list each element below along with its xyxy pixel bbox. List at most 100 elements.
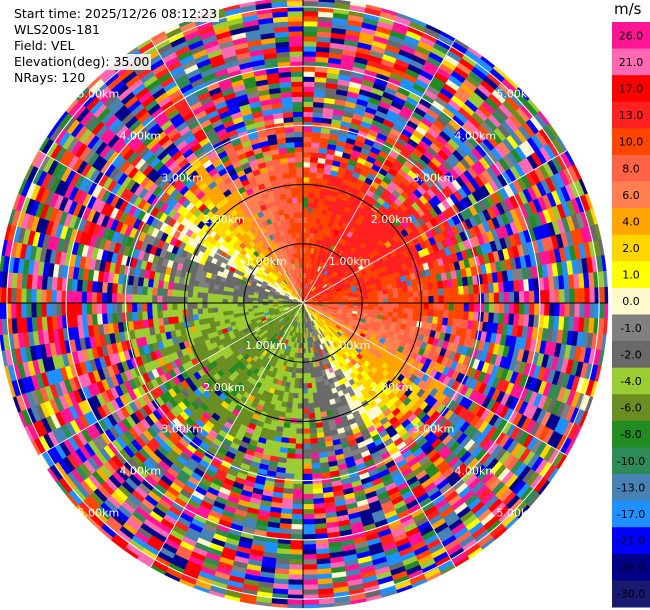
ppi-gate	[407, 308, 414, 315]
ppi-gate	[388, 302, 394, 308]
ppi-gate	[282, 488, 294, 495]
ppi-gate	[428, 302, 435, 311]
ppi-gate	[291, 503, 304, 510]
ppi-gate	[291, 402, 298, 409]
ppi-gate	[302, 549, 317, 555]
ppi-gate	[397, 287, 404, 294]
ppi-gate	[397, 307, 404, 314]
ppi-gate	[307, 207, 314, 214]
ppi-gate	[518, 302, 525, 315]
ppi-gate	[293, 483, 304, 490]
ppi-gate	[297, 398, 304, 404]
ppi-gate	[302, 463, 312, 470]
ppi-gate	[468, 302, 475, 313]
ppi-gate	[306, 372, 312, 379]
ppi-gate	[302, 443, 311, 450]
ppi-gate	[493, 302, 500, 314]
ppi-gate	[287, 589, 304, 596]
ppi-gate	[302, 121, 313, 128]
ppi-gate	[302, 237, 307, 243]
ppi-gate	[302, 146, 312, 153]
ppi-gate	[306, 367, 311, 374]
ppi-gate	[312, 488, 324, 495]
ppi-gate	[302, 589, 319, 596]
ppi-gate	[302, 468, 313, 475]
ppi-gate	[292, 498, 304, 505]
ppi-gate	[554, 302, 560, 317]
ppi-gate	[599, 286, 606, 304]
ppi-gate	[302, 518, 315, 525]
ppi-gate	[392, 287, 399, 294]
ppi-gate	[302, 202, 309, 208]
ppi-gate	[407, 313, 414, 321]
ppi-gate	[589, 287, 596, 304]
ppi-gate	[302, 368, 307, 374]
ppi-gate	[284, 412, 292, 419]
ppi-gate	[289, 554, 304, 560]
ppi-gate	[312, 121, 323, 128]
ppi-gate	[302, 544, 317, 550]
ppi-gate	[313, 402, 320, 409]
ppi-gate	[523, 290, 530, 304]
ppi-gate	[427, 309, 434, 317]
ppi-gate	[513, 302, 520, 315]
ppi-gate	[302, 136, 312, 143]
ppi-gate	[387, 293, 394, 299]
ppi-gate	[302, 35, 318, 42]
ppi-gate	[412, 308, 419, 316]
ppi-gate	[287, 442, 296, 449]
ppi-gate	[286, 452, 296, 460]
ppi-gate	[284, 472, 295, 480]
ppi-gate	[302, 569, 318, 576]
ppi-gate	[283, 478, 294, 485]
ppi-gate	[347, 297, 354, 301]
ppi-gate	[293, 387, 299, 394]
ppi-gate	[288, 564, 304, 571]
ppi-gate	[408, 302, 414, 310]
ppi-gate	[302, 448, 312, 455]
ppi-gate	[498, 292, 505, 304]
ppi-gate	[291, 508, 304, 515]
ppi-gate	[483, 293, 490, 304]
ppi-gate	[503, 302, 510, 315]
ppi-gate	[437, 309, 444, 318]
ppi-gate	[309, 422, 317, 429]
ppi-gate	[402, 291, 409, 298]
ppi-gate	[309, 437, 318, 444]
ppi-gate	[289, 544, 304, 550]
ppi-gate	[393, 297, 399, 304]
ppi-gate	[286, 599, 304, 606]
ppi-gate	[549, 302, 555, 317]
ppi-gate	[298, 373, 304, 379]
ppi-gate	[311, 126, 322, 134]
ppi-gate	[302, 111, 314, 118]
ppi-gate	[302, 51, 317, 57]
ppi-gate	[309, 172, 317, 179]
ppi-gate	[302, 86, 315, 93]
ppi-gate	[298, 383, 304, 389]
ppi-gate	[292, 392, 299, 399]
ppi-gate	[302, 433, 311, 440]
ppi-gate	[307, 397, 314, 404]
ppi-gate	[307, 387, 313, 394]
ppi-gate	[467, 311, 475, 322]
ppi-gate	[302, 212, 308, 218]
ppi-gate	[295, 438, 304, 445]
ppi-gate	[293, 478, 304, 485]
ppi-gate	[289, 427, 297, 434]
ppi-gate	[310, 151, 320, 159]
ppi-gate	[569, 288, 576, 304]
ppi-gate	[312, 116, 323, 123]
ppi-gate	[403, 302, 409, 309]
ppi-gate	[518, 291, 525, 304]
ppi-gate	[382, 293, 389, 299]
ppi-gate	[508, 291, 515, 304]
ppi-gate	[293, 468, 304, 475]
ppi-gate	[290, 529, 304, 535]
ppi-gate	[529, 290, 535, 304]
ppi-gate	[286, 447, 296, 455]
ppi-gate	[302, 141, 312, 148]
ppi-gate	[478, 312, 485, 323]
ppi-gate	[302, 473, 313, 480]
ppi-gate	[462, 311, 470, 321]
